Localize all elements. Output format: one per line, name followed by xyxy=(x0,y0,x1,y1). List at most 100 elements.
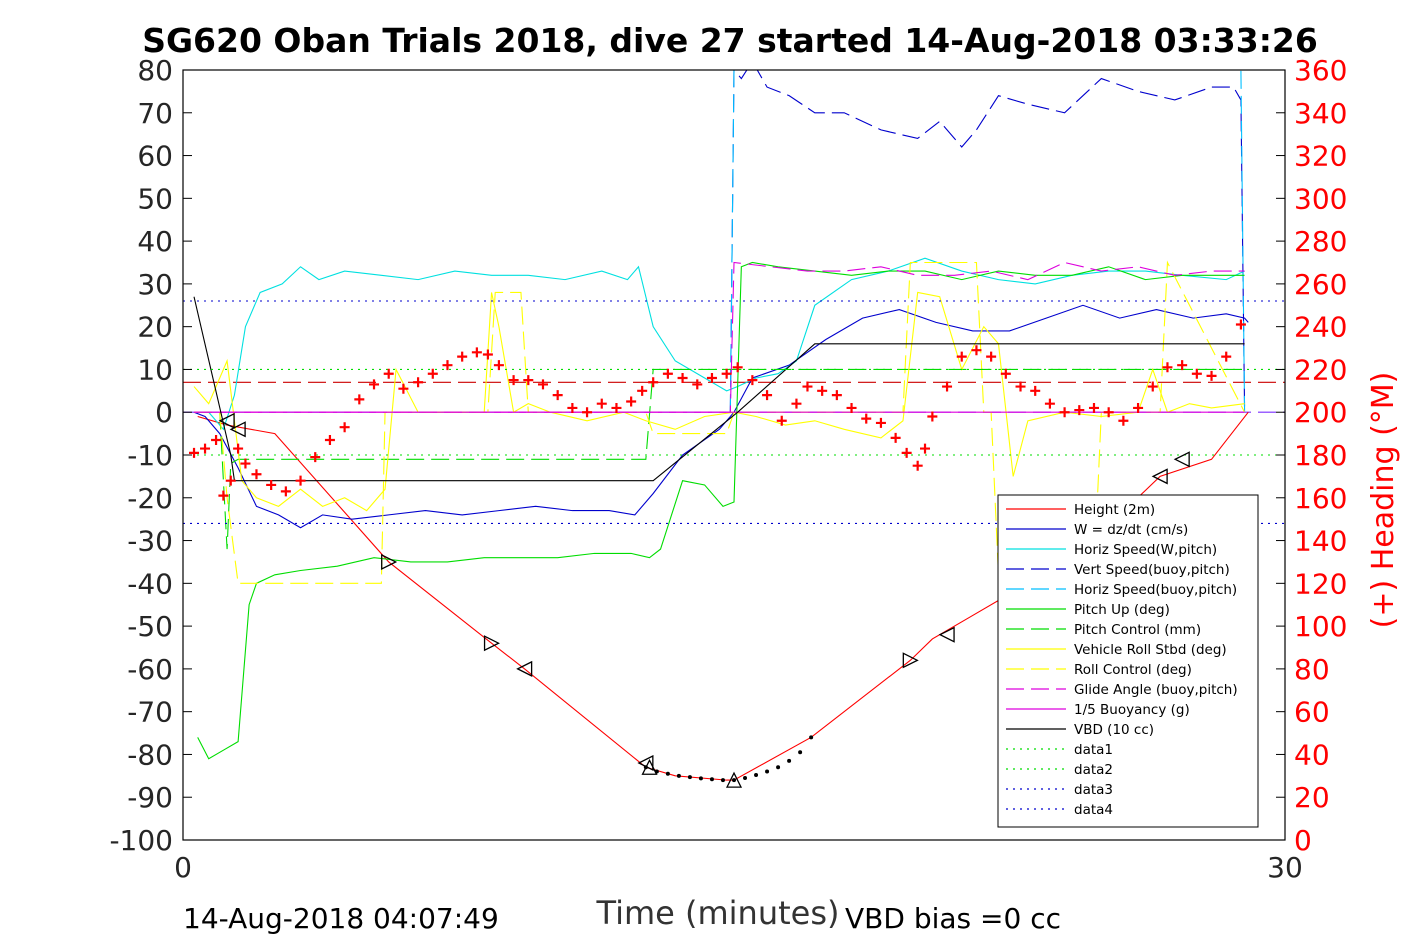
event-triangle xyxy=(938,626,955,643)
series-line-5 xyxy=(197,261,1245,760)
series-line-2 xyxy=(194,257,1245,431)
heading-point xyxy=(732,362,743,373)
x-tick-label: 30 xyxy=(1267,851,1303,884)
right-tick-label: 120 xyxy=(1294,567,1347,600)
heading-point xyxy=(508,375,519,386)
bottom-dot xyxy=(798,750,803,755)
heading-point xyxy=(762,390,773,401)
heading-point xyxy=(427,368,438,379)
left-tick-label: -30 xyxy=(127,525,173,558)
heading-point xyxy=(383,368,394,379)
left-tick-label: 60 xyxy=(137,140,173,173)
legend-label: data4 xyxy=(1074,802,1113,818)
heading-point xyxy=(240,458,251,469)
legend-label: data3 xyxy=(1074,782,1113,798)
heading-point xyxy=(471,347,482,358)
legend-label: data2 xyxy=(1074,762,1113,778)
heading-point xyxy=(802,381,813,392)
left-tick-label: -90 xyxy=(127,781,173,814)
left-axis: 80 70 60 50 40 30 20 10 0 -10 -20 -30 -40 -50 -60 -70 -8… xyxy=(109,54,1285,857)
heading-point xyxy=(339,422,350,433)
legend-label: W = dz/dt (cm/s) xyxy=(1074,522,1188,538)
left-tick-label: -10 xyxy=(127,439,173,472)
right-tick-label: 260 xyxy=(1294,268,1347,301)
legend-label: Vert Speed(buoy,pitch) xyxy=(1074,562,1230,578)
series-line-3 xyxy=(729,70,1246,413)
heading-point xyxy=(354,394,365,405)
left-tick-label: 30 xyxy=(137,268,173,301)
event-triangle xyxy=(218,412,235,429)
bottom-dot xyxy=(676,773,681,778)
heading-point xyxy=(1133,402,1144,413)
heading-point xyxy=(266,479,277,490)
event-triangle xyxy=(229,421,246,438)
heading-point xyxy=(596,398,607,409)
left-tick-label: 10 xyxy=(137,353,173,386)
bottom-dot xyxy=(709,777,714,782)
heading-point xyxy=(1059,407,1070,418)
event-triangle xyxy=(381,553,398,570)
right-tick-label: 0 xyxy=(1294,824,1312,857)
heading-point xyxy=(413,377,424,388)
event-triangle xyxy=(1173,451,1190,468)
left-tick-label: 80 xyxy=(137,54,173,87)
left-tick-label: 50 xyxy=(137,182,173,215)
left-tick-label: -40 xyxy=(127,567,173,600)
heading-point xyxy=(1074,405,1085,416)
heading-point xyxy=(1221,351,1232,362)
event-triangle xyxy=(516,660,533,677)
heading-point xyxy=(846,402,857,413)
heading-point xyxy=(225,475,236,486)
legend-label: VBD (10 cc) xyxy=(1074,722,1154,738)
heading-point xyxy=(1088,402,1099,413)
series-line-6 xyxy=(194,368,1245,550)
series-line-7 xyxy=(193,291,1245,512)
left-tick-label: 70 xyxy=(137,97,173,130)
heading-point xyxy=(920,443,931,454)
left-tick-label: -50 xyxy=(127,610,173,643)
heading-point xyxy=(692,379,703,390)
heading-point xyxy=(567,402,578,413)
heading-point xyxy=(1177,360,1188,371)
left-tick-label: 0 xyxy=(155,396,173,429)
heading-point xyxy=(861,413,872,424)
left-tick-label: -70 xyxy=(127,696,173,729)
right-tick-label: 300 xyxy=(1294,182,1347,215)
heading-point xyxy=(1030,385,1041,396)
right-tick-label: 40 xyxy=(1294,738,1330,771)
heading-point xyxy=(1191,368,1202,379)
right-tick-label: 60 xyxy=(1294,696,1330,729)
right-tick-label: 140 xyxy=(1294,525,1347,558)
legend-label: Horiz Speed(W,pitch) xyxy=(1074,542,1217,558)
heading-point xyxy=(189,447,200,458)
heading-point xyxy=(927,411,938,422)
heading-point xyxy=(457,351,468,362)
bottom-dot xyxy=(809,735,814,740)
left-tick-label: -60 xyxy=(127,653,173,686)
right-tick-label: 220 xyxy=(1294,353,1347,386)
event-triangle xyxy=(641,758,658,775)
heading-point xyxy=(1118,415,1129,426)
event-triangle xyxy=(902,652,919,669)
heading-point xyxy=(890,432,901,443)
heading-point xyxy=(324,435,335,446)
footer-timestamp: 14-Aug-2018 04:07:49 xyxy=(183,902,499,935)
bottom-dot xyxy=(698,776,703,781)
heading-point xyxy=(971,345,982,356)
left-tick-label: 20 xyxy=(137,311,173,344)
legend-label: Vehicle Roll Stbd (deg) xyxy=(1074,642,1227,658)
right-axis: 3603403203002802602402202001801601401201… xyxy=(1294,54,1347,857)
legend: Height (2m) W = dz/dt (cm/s) Horiz Speed(W… xyxy=(997,494,1259,828)
heading-point xyxy=(817,385,828,396)
footer-vbd-bias: VBD bias =0 cc xyxy=(845,902,1061,935)
heading-point xyxy=(912,460,923,471)
heading-point xyxy=(552,390,563,401)
x-axis: 0 30 xyxy=(174,851,1303,884)
heading-point xyxy=(637,385,648,396)
legend-box xyxy=(997,494,1259,828)
heading-point xyxy=(200,443,211,454)
event-triangle xyxy=(483,635,501,652)
bottom-dot xyxy=(743,775,748,780)
right-tick-label: 280 xyxy=(1294,225,1347,258)
